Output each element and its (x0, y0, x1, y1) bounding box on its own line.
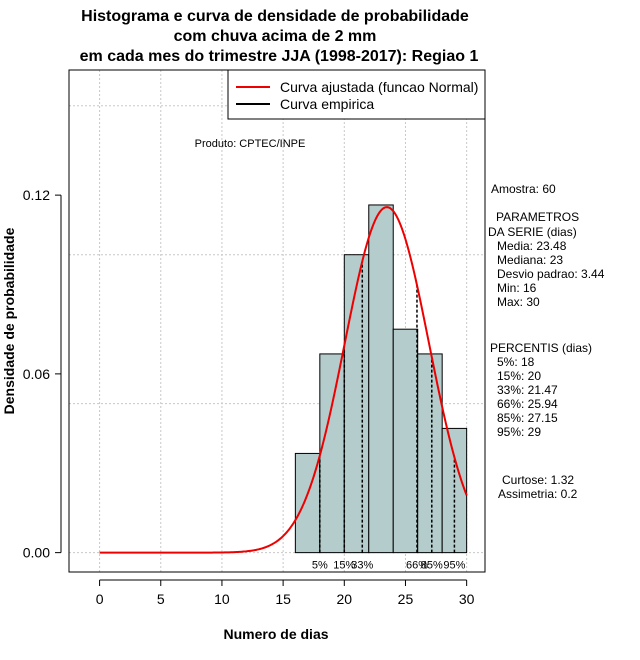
curtose-text: Curtose: 1.32 (502, 473, 574, 487)
percentile-label: 95% (443, 560, 465, 572)
histogram-bar (417, 353, 443, 554)
param-header-2: DA SERIE (dias) (488, 225, 577, 239)
percentil-85: 85%: 27.15 (497, 411, 558, 425)
param-mediana: Mediana: 23 (497, 253, 563, 267)
chart-title-line-3: em cada mes do trimestre JJA (1998-2017)… (80, 48, 479, 65)
param-header-1: PARAMETROS (496, 210, 579, 224)
produto-annotation: Produto: CPTEC/INPE (195, 138, 306, 150)
legend-box (227, 69, 486, 120)
legend-label-fitted: Curva ajustada (funcao Normal) (280, 79, 478, 95)
percentile-label: 85% (421, 560, 443, 572)
percentile-labels: 5% 15%33% 66%85% 95% (312, 560, 466, 572)
amostra-text: Amostra: 60 (491, 182, 556, 196)
percentil-33: 33%: 21.47 (497, 383, 558, 397)
x-tick-label: 0 (96, 591, 104, 607)
histogram-bar (319, 353, 345, 554)
percentil-5: 5%: 18 (497, 355, 535, 369)
legend: Curva ajustada (funcao Normal) Curva emp… (227, 69, 486, 120)
y-tick-label: 0.06 (23, 366, 50, 382)
percentis-header: PERCENTIS (dias) (490, 341, 592, 355)
x-axis: 0 5 10 15 20 25 30 (96, 579, 475, 607)
param-min: Min: 16 (497, 281, 537, 295)
x-tick-label: 25 (398, 591, 414, 607)
histogram-bar (368, 204, 394, 554)
chart-title-line-2: com chuva acima de 2 mm (174, 28, 377, 45)
histogram-bar (392, 328, 419, 554)
y-axis-label: Densidade de probabilidade (1, 227, 17, 414)
x-tick-label: 15 (275, 591, 291, 607)
x-tick-label: 30 (459, 591, 475, 607)
param-max: Max: 30 (497, 295, 540, 309)
percentile-label: 33% (351, 560, 373, 572)
x-tick-label: 10 (214, 591, 230, 607)
x-axis-label: Numero de dias (223, 626, 328, 642)
chart-title-line-1: Histograma e curva de densidade de proba… (81, 8, 469, 25)
y-tick-label: 0.00 (23, 545, 50, 561)
param-desvio: Desvio padrao: 3.44 (497, 267, 605, 281)
x-tick-label: 20 (337, 591, 353, 607)
percentile-label: 66% (406, 560, 428, 572)
statistics-panel: Amostra: 60 PARAMETROS DA SERIE (dias) M… (488, 182, 605, 501)
x-tick-label: 5 (157, 591, 165, 607)
percentile-label: 15% (333, 560, 355, 572)
y-tick-label: 0.12 (23, 187, 50, 203)
y-axis: 0.00 0.06 0.12 (23, 187, 62, 561)
percentile-lines (319, 261, 456, 553)
percentil-66: 66%: 25.94 (497, 397, 558, 411)
param-media: Media: 23.48 (497, 239, 567, 253)
histogram-bars (294, 204, 468, 554)
legend-label-empirical: Curva empirica (280, 96, 374, 112)
percentil-15: 15%: 20 (497, 369, 541, 383)
histogram-bar (343, 254, 370, 554)
normal-curve-layer (99, 206, 468, 554)
normal-curve (99, 206, 468, 554)
assimetria-text: Assimetria: 0.2 (498, 487, 578, 501)
percentil-95: 95%: 29 (497, 425, 541, 439)
percentile-label: 5% (312, 560, 328, 572)
